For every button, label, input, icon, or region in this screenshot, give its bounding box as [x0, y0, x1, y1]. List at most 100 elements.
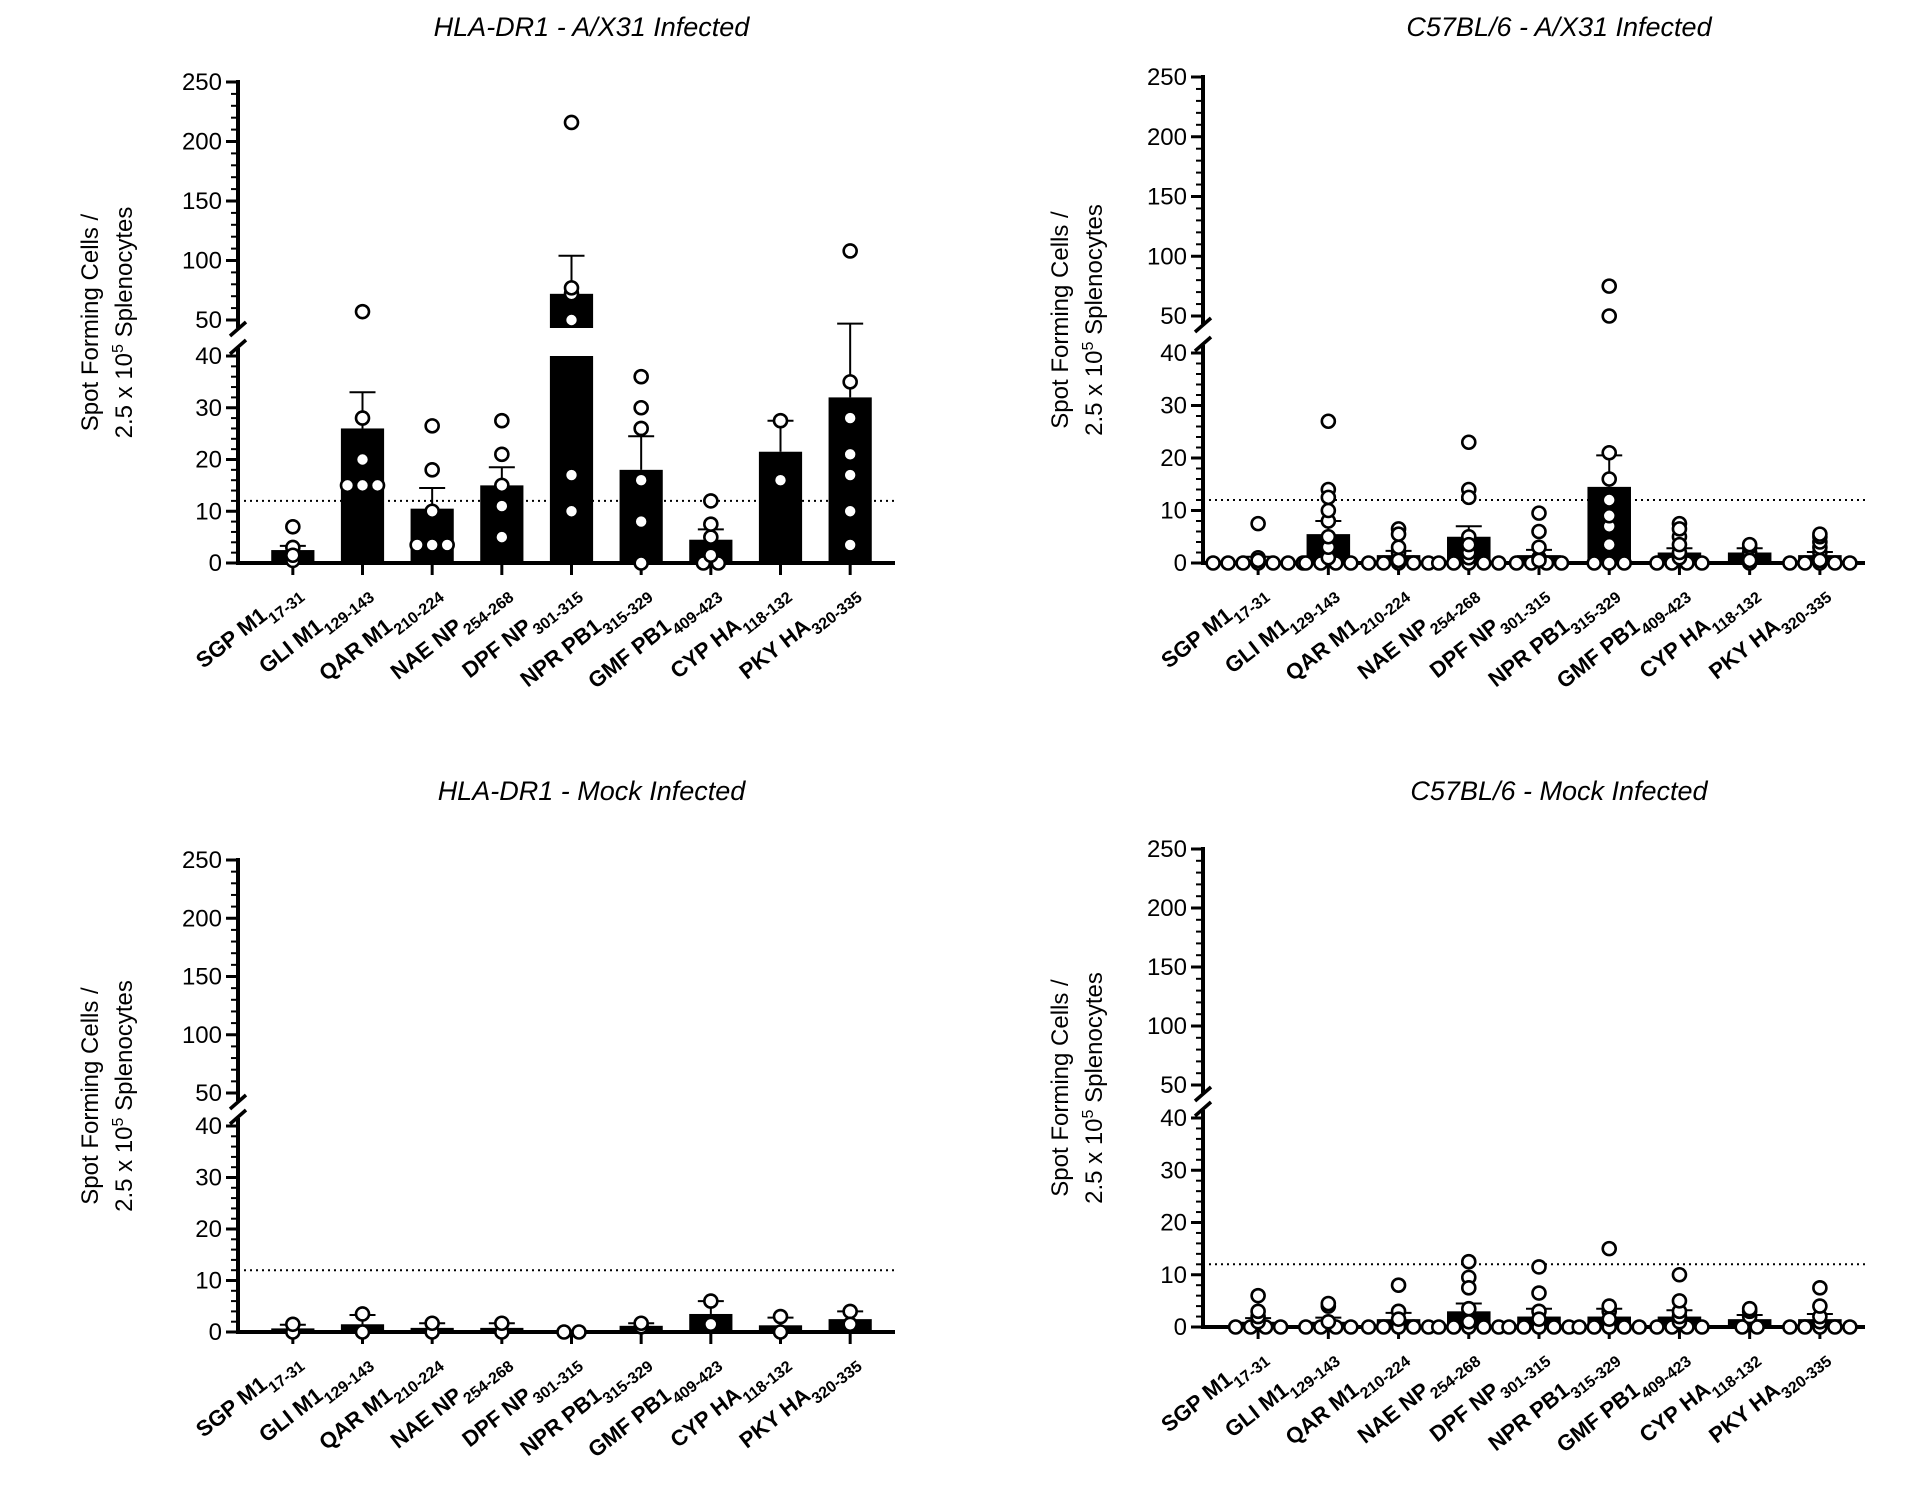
data-point	[1812, 1280, 1828, 1296]
data-point	[285, 518, 301, 535]
data-point	[1601, 555, 1618, 571]
data-point	[409, 537, 425, 553]
y-axis-label: Spot Forming Cells / 2.5 x 105 Splenocyte…	[77, 980, 138, 1212]
data-point	[1531, 523, 1547, 540]
data-point	[842, 1303, 858, 1320]
data-point	[1250, 515, 1266, 532]
data-point	[1390, 539, 1407, 556]
data-point	[354, 1324, 371, 1340]
category-label-subscript: 320-335	[1779, 1353, 1836, 1403]
data-point	[1553, 555, 1570, 571]
data-point	[1601, 1240, 1618, 1257]
data-point	[1250, 1287, 1266, 1304]
y-axis-label-line2-end: Splenocytes	[111, 207, 138, 344]
data-point	[354, 451, 371, 468]
y-tick-label: 50	[195, 307, 222, 334]
data-point	[1460, 434, 1477, 451]
data-point	[1616, 1319, 1633, 1335]
data-point	[1741, 552, 1758, 569]
data-point	[354, 477, 371, 494]
category-label-subscript: 320-335	[809, 1358, 866, 1408]
y-tick-label: 20	[1160, 445, 1187, 472]
data-point	[354, 1306, 371, 1322]
y-tick-label: 0	[1174, 550, 1187, 577]
y-tick-label: 200	[1147, 895, 1187, 922]
category-label: SGP M117-31	[191, 1346, 308, 1447]
y-axis-label-line2: 2.5 x 10	[1081, 1118, 1108, 1203]
data-point	[563, 503, 580, 520]
y-axis-label-line2-end: Splenocytes	[1081, 204, 1108, 341]
data-point	[1601, 444, 1618, 461]
y-tick-label: 40	[1160, 1105, 1187, 1132]
y-tick-label: 150	[182, 188, 222, 215]
data-point	[1782, 555, 1798, 571]
data-point	[439, 537, 455, 553]
y-tick-label: 40	[195, 1113, 222, 1140]
data-point	[1460, 536, 1477, 553]
data-point	[633, 368, 649, 385]
data-point	[563, 280, 580, 296]
category-label: SGP M117-31	[1156, 577, 1273, 678]
y-tick-label: 30	[1160, 393, 1187, 420]
data-point	[1782, 1319, 1798, 1335]
data-point	[563, 312, 580, 328]
data-point	[1797, 555, 1813, 571]
y-tick-label: 250	[182, 69, 222, 96]
data-point	[1571, 1319, 1588, 1335]
y-tick-label: 150	[1147, 954, 1187, 981]
data-point	[842, 243, 858, 259]
y-tick-label: 50	[1160, 1072, 1187, 1099]
y-tick-label: 100	[182, 1022, 222, 1049]
data-point	[1235, 555, 1251, 571]
data-point	[1842, 555, 1858, 571]
data-point	[494, 477, 510, 494]
axis-break-mark	[228, 1093, 248, 1111]
data-point	[1460, 1300, 1477, 1317]
data-point	[1741, 1300, 1758, 1317]
data-point	[1405, 1319, 1422, 1335]
y-axis-label-superscript: 5	[1080, 341, 1097, 350]
y-axis-label-line2: 2.5 x 10	[1081, 350, 1108, 435]
y-axis-label: Spot Forming Cells / 2.5 x 105 Splenocyte…	[77, 207, 138, 439]
category-label-subscript: 320-335	[1779, 589, 1836, 639]
y-tick-label: 0	[209, 550, 222, 577]
data-point	[633, 420, 649, 437]
y-tick-label: 150	[1147, 184, 1187, 211]
data-point	[1694, 555, 1710, 571]
data-point	[1734, 1319, 1750, 1335]
data-point	[772, 1308, 789, 1325]
data-point	[1601, 278, 1618, 294]
data-point	[1649, 555, 1665, 571]
data-point	[1842, 1319, 1858, 1335]
data-point	[1250, 552, 1266, 569]
data-point	[1601, 492, 1618, 508]
y-tick-label: 20	[195, 1216, 222, 1243]
y-axis-label-line2-end: Splenocytes	[1081, 972, 1108, 1109]
data-point	[1741, 536, 1758, 553]
y-tick-label: 200	[182, 129, 222, 156]
axis-break-mark	[228, 338, 248, 356]
data-point	[772, 412, 789, 429]
data-point	[1430, 555, 1447, 571]
data-point	[1320, 528, 1337, 545]
y-axis-label-line2: 2.5 x 10	[111, 1126, 138, 1211]
data-point	[1205, 555, 1221, 571]
data-point	[1649, 1319, 1665, 1335]
data-point	[703, 547, 719, 564]
y-tick-label: 40	[195, 343, 222, 370]
y-tick-label: 200	[182, 905, 222, 932]
axis-break-mark	[228, 1108, 248, 1126]
data-point	[1445, 1319, 1462, 1335]
data-point	[1445, 555, 1462, 571]
data-point	[1375, 1319, 1392, 1335]
y-axis-label: Spot Forming Cells / 2.5 x 105 Splenocyte…	[1047, 972, 1108, 1204]
data-point	[354, 410, 371, 426]
data-point	[703, 516, 719, 532]
panel-title: HLA-DR1 - A/X31 Infected	[434, 12, 751, 42]
data-point	[563, 467, 580, 483]
y-axis-label-superscript: 5	[110, 344, 127, 353]
data-point	[1460, 1253, 1477, 1270]
data-point	[633, 513, 649, 530]
data-point	[772, 1324, 789, 1340]
